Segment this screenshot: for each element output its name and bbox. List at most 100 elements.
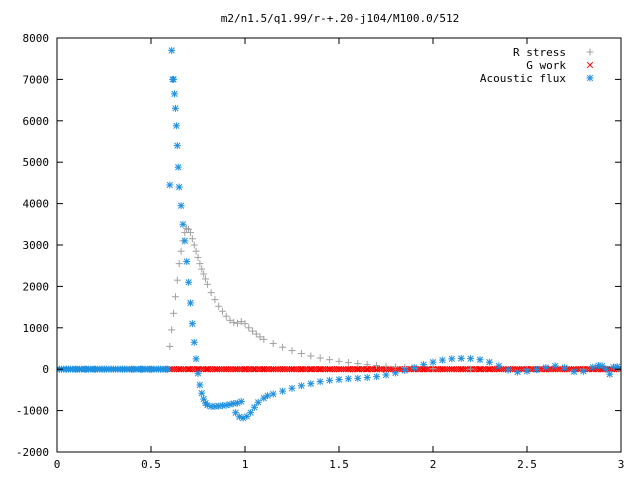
point-g-work <box>245 366 252 373</box>
point-acoustic-flux <box>495 362 503 370</box>
data-marks <box>57 46 621 422</box>
point-acoustic-flux <box>448 355 456 363</box>
point-acoustic-flux <box>164 365 172 373</box>
point-acoustic-flux <box>171 90 178 98</box>
point-acoustic-flux <box>410 364 418 372</box>
series-acoustic-flux <box>57 46 621 422</box>
point-g-work <box>362 366 370 373</box>
point-g-work <box>184 366 192 373</box>
point-acoustic-flux <box>363 373 371 381</box>
point-acoustic-flux <box>175 183 183 191</box>
point-r-stress <box>211 296 219 304</box>
point-acoustic-flux <box>467 355 475 363</box>
point-g-work <box>279 366 286 373</box>
point-g-work <box>186 366 194 373</box>
point-acoustic-flux <box>171 104 179 112</box>
y-tick-label: -1000 <box>16 405 49 418</box>
point-r-stress <box>170 309 178 317</box>
point-acoustic-flux <box>264 392 272 400</box>
point-g-work <box>459 366 467 373</box>
point-g-work <box>220 366 228 373</box>
point-g-work <box>286 366 293 373</box>
point-acoustic-flux <box>177 202 185 210</box>
point-acoustic-flux <box>250 403 258 411</box>
x-tick-label: 1.5 <box>329 458 349 471</box>
point-r-stress <box>207 289 215 297</box>
point-g-work <box>444 366 451 373</box>
series-r-stress <box>166 224 621 373</box>
point-r-stress <box>196 260 204 268</box>
point-g-work <box>270 366 277 373</box>
point-g-work <box>489 366 496 373</box>
point-r-stress <box>218 307 226 315</box>
point-g-work <box>462 366 469 373</box>
point-g-work <box>473 366 480 373</box>
axis-ticks: 0 0.5 1 1.5 2 2.5 3 -2000 -1000 0 1000 2000 3000 4000… <box>16 32 624 471</box>
point-acoustic-flux <box>188 320 196 328</box>
point-g-work <box>435 366 442 373</box>
point-g-work <box>453 366 460 373</box>
point-acoustic-flux <box>198 389 206 397</box>
point-acoustic-flux <box>561 364 569 372</box>
y-tick-label: 3000 <box>23 239 50 252</box>
point-g-work <box>173 366 180 373</box>
point-r-stress <box>171 293 179 301</box>
point-acoustic-flux <box>235 413 243 421</box>
point-g-work <box>283 366 291 373</box>
point-acoustic-flux <box>174 163 182 171</box>
point-g-work <box>322 366 329 373</box>
point-acoustic-flux <box>247 409 255 417</box>
point-g-work <box>277 366 284 373</box>
point-acoustic-flux <box>307 380 315 388</box>
point-g-work <box>349 366 356 373</box>
point-r-stress <box>373 361 381 369</box>
point-acoustic-flux <box>166 181 174 189</box>
point-g-work <box>417 366 424 373</box>
point-r-stress <box>252 330 260 338</box>
point-acoustic-flux <box>185 278 193 286</box>
point-g-work <box>331 366 338 373</box>
point-g-work <box>480 366 487 373</box>
point-g-work <box>484 366 492 373</box>
point-acoustic-flux <box>344 375 352 383</box>
point-r-stress <box>168 326 176 334</box>
point-acoustic-flux <box>457 354 465 362</box>
y-tick-label: 0 <box>42 363 49 376</box>
point-g-work <box>317 366 325 373</box>
point-g-work <box>421 366 428 373</box>
point-g-work <box>475 366 483 373</box>
point-g-work <box>457 366 464 373</box>
point-g-work <box>326 366 334 373</box>
point-g-work <box>302 366 309 373</box>
point-g-work <box>333 366 340 373</box>
point-g-work <box>308 366 316 373</box>
point-acoustic-flux <box>326 376 334 384</box>
point-g-work <box>216 366 223 373</box>
point-g-work <box>358 366 365 373</box>
point-g-work <box>311 366 318 373</box>
point-acoustic-flux <box>570 368 578 376</box>
point-g-work <box>437 366 444 373</box>
point-acoustic-flux <box>606 370 614 378</box>
legend-marker-g-work <box>586 61 594 69</box>
chart-title: m2/n1.5/q1.99/r-+.20-j104/M100.0/512 <box>221 12 459 25</box>
y-tick-label: 5000 <box>23 156 50 169</box>
point-r-stress <box>233 319 241 327</box>
point-g-work <box>232 366 239 373</box>
point-g-work <box>168 366 176 373</box>
point-acoustic-flux <box>602 365 610 373</box>
point-acoustic-flux <box>170 75 178 83</box>
point-g-work <box>259 366 266 373</box>
y-tick-label: 8000 <box>23 32 50 45</box>
point-g-work <box>225 366 232 373</box>
point-g-work <box>306 366 313 373</box>
point-g-work <box>482 366 489 373</box>
point-g-work <box>180 366 187 373</box>
point-g-work <box>268 366 275 373</box>
point-r-stress <box>467 365 475 373</box>
point-r-stress <box>288 347 296 355</box>
point-g-work <box>471 366 478 373</box>
point-acoustic-flux <box>183 258 191 266</box>
point-g-work <box>189 366 196 373</box>
point-g-work <box>209 366 216 373</box>
